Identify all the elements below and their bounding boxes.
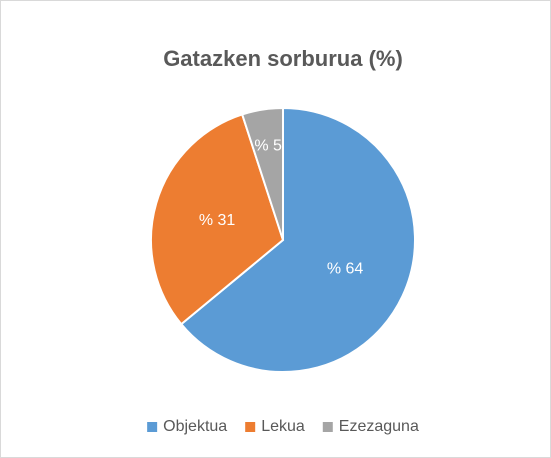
slice-label: % 64 bbox=[327, 260, 364, 277]
chart-title: Gatazken sorburua (%) bbox=[163, 46, 403, 71]
legend-swatch bbox=[322, 422, 333, 432]
pie-slice bbox=[179, 106, 416, 373]
legend-swatch bbox=[245, 422, 256, 432]
slice-label: % 31 bbox=[199, 212, 236, 229]
legend-label: Lekua bbox=[261, 418, 305, 435]
pie-slice bbox=[240, 106, 284, 241]
legend-label: Ezezaguna bbox=[339, 418, 419, 435]
legend-label: Objektua bbox=[163, 418, 227, 435]
pie-slice bbox=[150, 113, 285, 326]
slice-label: % 5 bbox=[254, 137, 282, 154]
legend-swatch bbox=[147, 422, 158, 432]
